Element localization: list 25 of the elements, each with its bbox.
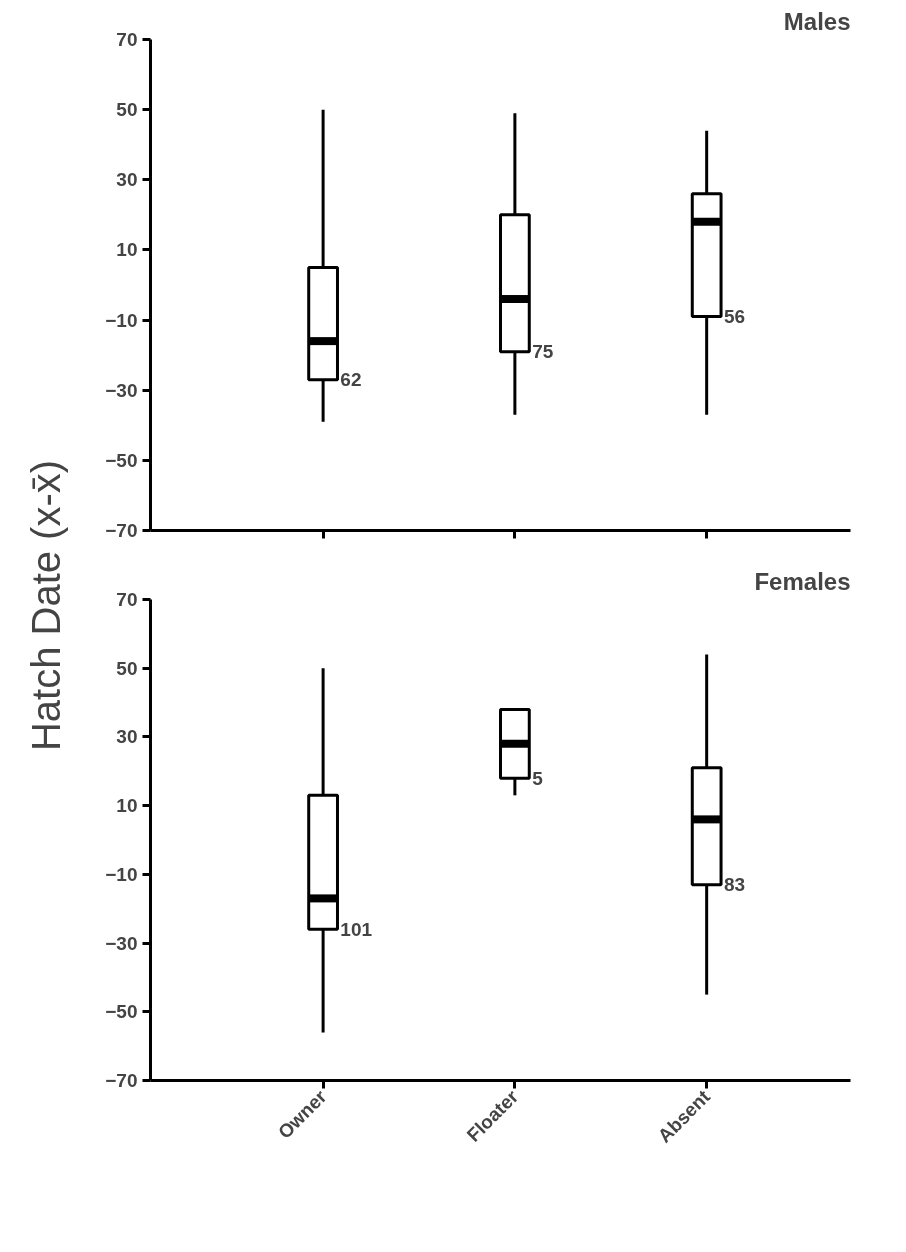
y-tick-label: −30	[105, 379, 138, 401]
y-tick-label: −30	[105, 932, 138, 954]
y-tick-label: −70	[105, 1070, 138, 1091]
y-tick-label: 30	[116, 726, 138, 748]
y-tick-label: 50	[116, 99, 138, 121]
annotation: 101	[340, 918, 373, 940]
annotation: 75	[532, 341, 554, 363]
annotation: 83	[723, 874, 746, 896]
y-tick-label: 10	[116, 795, 138, 817]
y-axis-title: Hatch Date (x-x̄)	[23, 459, 68, 752]
y-tick-label: 10	[116, 239, 138, 261]
y-tick-label: 30	[116, 169, 138, 191]
y-tick-label: −50	[105, 449, 138, 471]
y-tick-label: 70	[116, 29, 138, 50]
y-tick-label: −10	[105, 309, 138, 331]
annotation: 62	[340, 369, 362, 391]
y-tick-label: 70	[116, 589, 138, 610]
chart-title: Females	[754, 567, 851, 595]
y-tick-label: −10	[105, 863, 138, 885]
annotation: 56	[723, 306, 746, 328]
y-tick-label: −70	[105, 520, 138, 541]
y-tick-label: 50	[116, 657, 138, 679]
y-tick-label: −50	[105, 1001, 138, 1023]
chart-title: Males	[783, 7, 851, 35]
annotation: 5	[532, 767, 544, 789]
